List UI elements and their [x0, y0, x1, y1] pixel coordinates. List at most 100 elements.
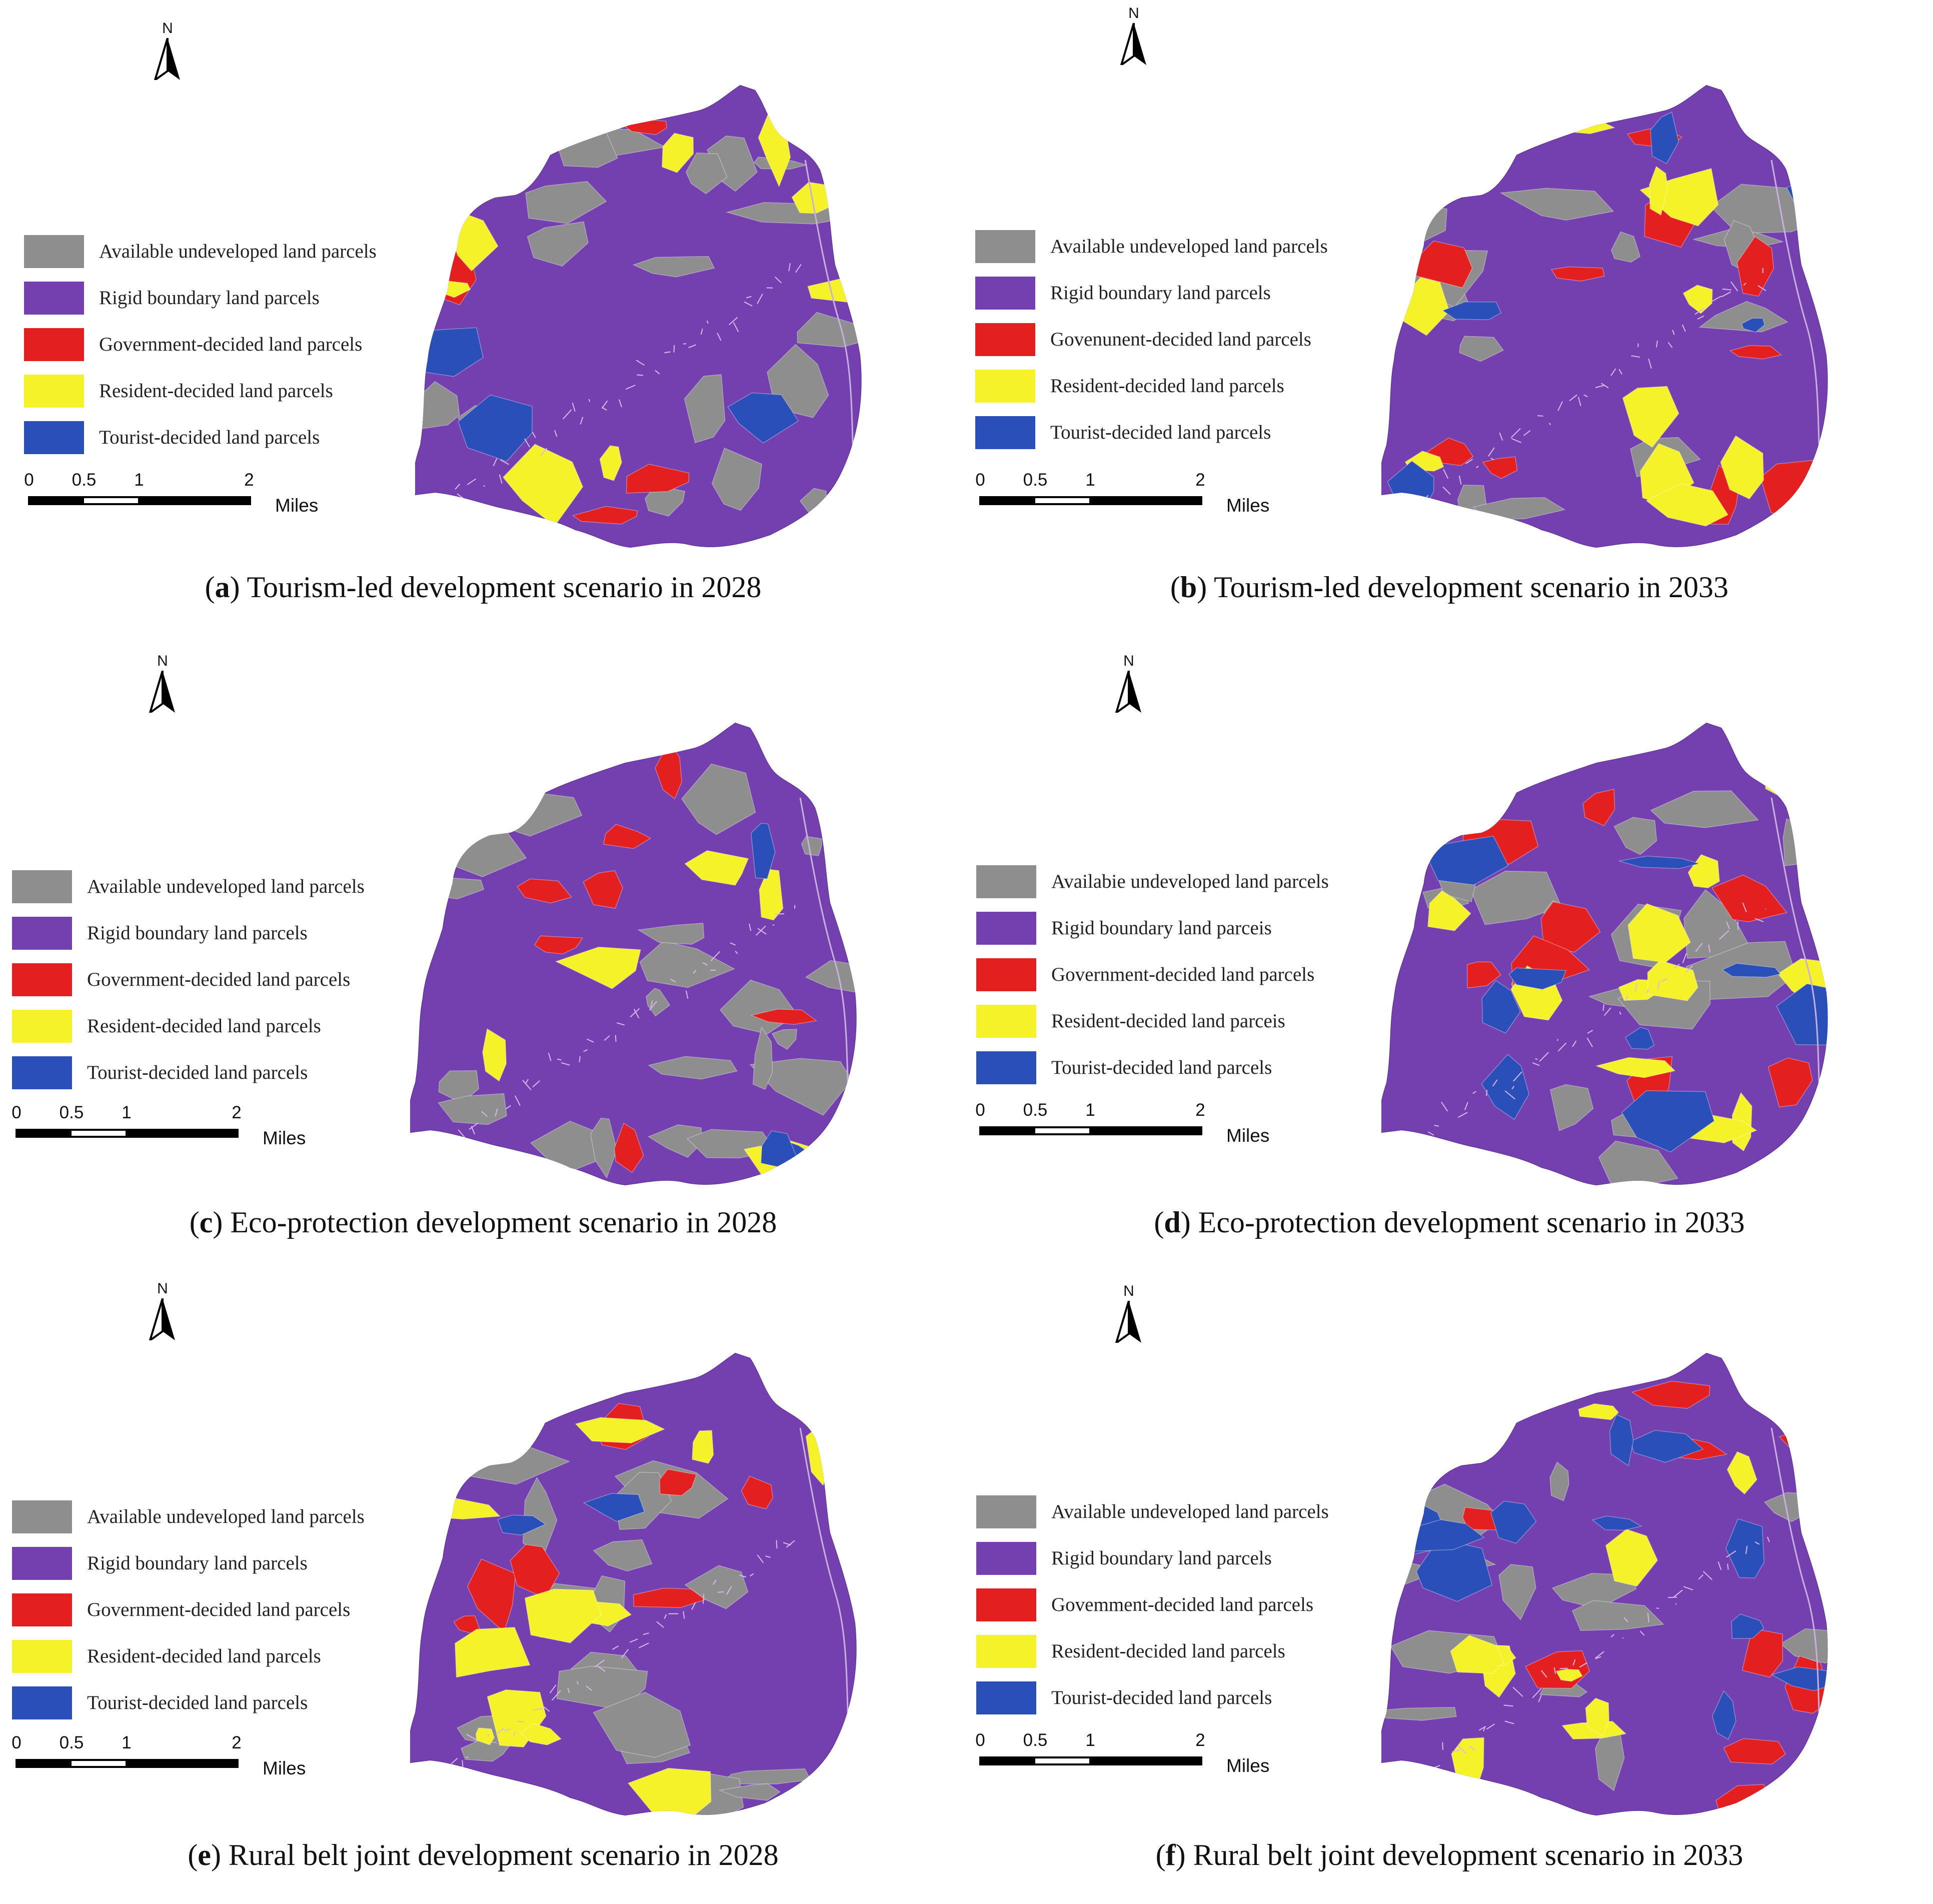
scale-segment — [70, 1759, 128, 1768]
road-segment — [712, 1579, 717, 1585]
road-segment — [1442, 486, 1451, 495]
road-segment — [499, 474, 503, 484]
road-segment — [1532, 1688, 1542, 1698]
resident-swatch — [24, 375, 84, 408]
road-segment — [1595, 1651, 1604, 1659]
tourist-parcel — [1481, 1054, 1530, 1120]
road-segment — [649, 1001, 657, 1011]
road-segment — [1610, 1633, 1615, 1638]
road-segment — [1683, 1586, 1693, 1591]
resident-parcel — [684, 850, 749, 886]
available-swatch — [976, 1495, 1036, 1528]
available-parcel — [1549, 1461, 1569, 1501]
tourist-parcel — [422, 1778, 468, 1815]
legend-item-government: Government-decided land parcels — [12, 963, 442, 998]
scale-tick-0: 0 — [12, 1103, 22, 1122]
government-parcel — [583, 870, 623, 909]
road-segment — [445, 1138, 451, 1146]
legend-item-resident: Resident-decided land parcels — [976, 1635, 1406, 1670]
road-segment — [1583, 394, 1588, 398]
road-segment — [1754, 1541, 1760, 1545]
legend-label: Resident-decided land parcels — [99, 380, 333, 402]
available-parcel — [1613, 817, 1657, 855]
available-parcel — [1381, 1707, 1457, 1721]
resident-parcel — [520, 1723, 562, 1745]
available-parcel — [1698, 301, 1788, 333]
resident-parcel — [482, 1028, 507, 1082]
road-segment — [1427, 1131, 1434, 1136]
road-segment — [1559, 1667, 1568, 1669]
resident-parcel — [1450, 1635, 1504, 1674]
legend-item-tourist: Tourist-decided land parcels — [976, 1681, 1406, 1716]
scale-segment — [1033, 1756, 1091, 1765]
available-parcel — [1459, 336, 1504, 362]
available-parcel — [527, 221, 589, 267]
tourist-parcel — [583, 1493, 645, 1522]
scale-unit: Miles — [263, 1758, 306, 1778]
available-parcel — [1472, 497, 1566, 521]
road-segment — [693, 969, 697, 974]
legend-item-available: Available undeveloped land parcels — [975, 230, 1405, 265]
government-parcel — [603, 824, 652, 849]
scale-tick-05: 0.5 — [1023, 1730, 1048, 1750]
road-segment — [577, 1681, 579, 1685]
tourist-parcel — [1481, 980, 1521, 1034]
scale-tick-0: 0 — [975, 1100, 985, 1120]
rigid-swatch — [24, 282, 84, 315]
available-parcel — [711, 447, 763, 511]
resident-parcel — [1555, 1668, 1583, 1682]
road-segment — [1557, 401, 1563, 411]
road-segment — [588, 399, 591, 402]
road-segment — [1572, 1659, 1576, 1666]
resident-parcel — [1647, 960, 1698, 1001]
legend-label: Resident-decided land parcels — [87, 1645, 321, 1667]
road-segment — [1673, 1589, 1683, 1597]
available-parcel — [842, 746, 857, 798]
government-parcel — [1729, 345, 1782, 360]
road-segment — [583, 1049, 588, 1052]
road-segment — [1434, 1765, 1440, 1768]
tourist-parcel — [410, 1141, 469, 1185]
road-segment — [1486, 1090, 1488, 1096]
road-segment — [670, 978, 676, 983]
road-segment — [458, 1129, 466, 1139]
road-segment — [1464, 1102, 1468, 1110]
road-segment — [1766, 1536, 1770, 1542]
road-segment — [580, 417, 584, 425]
road-segment — [517, 1721, 524, 1722]
resident-parcel — [475, 1727, 495, 1745]
road-segment — [1668, 1596, 1677, 1598]
scale-segment — [1089, 1756, 1202, 1765]
scale-tick-0: 0 — [12, 1733, 22, 1752]
available-parcel — [1598, 1140, 1678, 1185]
resident-parcel — [455, 1627, 531, 1678]
road-segment — [1412, 1139, 1419, 1146]
road-segment — [524, 438, 530, 448]
legend-label: Tourist-decided land parcels — [87, 1062, 308, 1083]
available-parcel — [685, 152, 728, 195]
legend-label: Rigid boundary land parcels — [1050, 282, 1271, 304]
government-parcel — [655, 741, 683, 800]
available-parcel — [801, 836, 822, 856]
resident-parcel — [555, 946, 641, 989]
north-arrow-icon: N — [1116, 5, 1151, 70]
government-parcel — [410, 1466, 470, 1487]
road-segment — [1697, 315, 1704, 320]
resident-parcel — [1622, 386, 1679, 448]
road-segment — [1695, 943, 1703, 952]
caption-text: Eco-protection development scenario in 2… — [1190, 1206, 1745, 1239]
scale-unit: Miles — [1226, 1125, 1270, 1146]
resident-parcel — [759, 869, 784, 921]
panel-f: N Available undeveloped land parcels Rig… — [966, 1263, 1932, 1888]
caption-text: Rural belt joint development scenario in… — [221, 1838, 779, 1871]
road-segment — [1730, 281, 1738, 292]
road-segment — [795, 264, 802, 273]
available-parcel — [593, 1691, 691, 1758]
road-segment — [1711, 296, 1722, 303]
road-segment — [1512, 1071, 1522, 1082]
road-segment — [433, 1139, 441, 1150]
road-segment — [487, 1734, 489, 1737]
available-parcel — [752, 1026, 773, 1090]
scale-segment — [1089, 496, 1202, 505]
panel-d: N Availabie undeveloped land parcels Rig… — [966, 633, 1932, 1258]
